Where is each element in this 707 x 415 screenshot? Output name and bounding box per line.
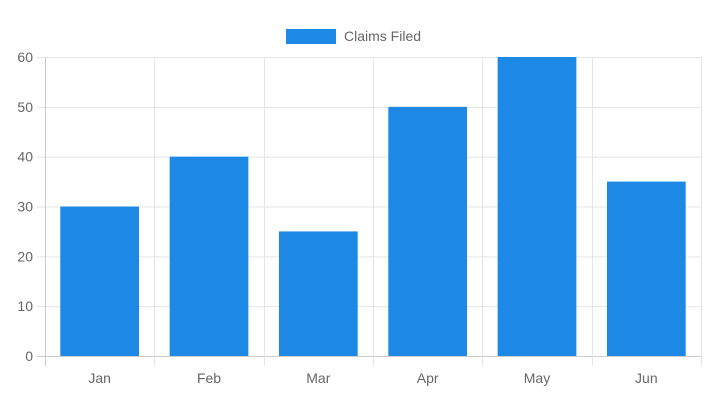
bar[interactable] xyxy=(278,231,358,356)
bar[interactable] xyxy=(388,106,468,356)
y-tick-label: 50 xyxy=(17,99,33,115)
x-tick-label: Mar xyxy=(306,370,330,386)
bar[interactable] xyxy=(60,206,140,357)
y-tick-label: 30 xyxy=(17,199,33,215)
bar[interactable] xyxy=(606,181,686,356)
bar[interactable] xyxy=(169,156,249,356)
x-tick-label: Jun xyxy=(635,370,658,386)
y-tick-label: 10 xyxy=(17,298,33,314)
y-tick-label: 60 xyxy=(17,49,33,65)
x-tick-label: Jan xyxy=(88,370,111,386)
y-tick-label: 40 xyxy=(17,149,33,165)
legend[interactable]: Claims Filed xyxy=(286,27,421,45)
x-tick-label: Apr xyxy=(417,370,439,386)
x-tick-label: May xyxy=(524,370,550,386)
legend-swatch xyxy=(286,28,336,44)
bar[interactable] xyxy=(497,57,577,356)
y-tick-label: 0 xyxy=(25,348,33,364)
y-tick-label: 20 xyxy=(17,248,33,264)
legend-label: Claims Filed xyxy=(344,28,422,44)
x-tick-label: Feb xyxy=(197,370,221,386)
